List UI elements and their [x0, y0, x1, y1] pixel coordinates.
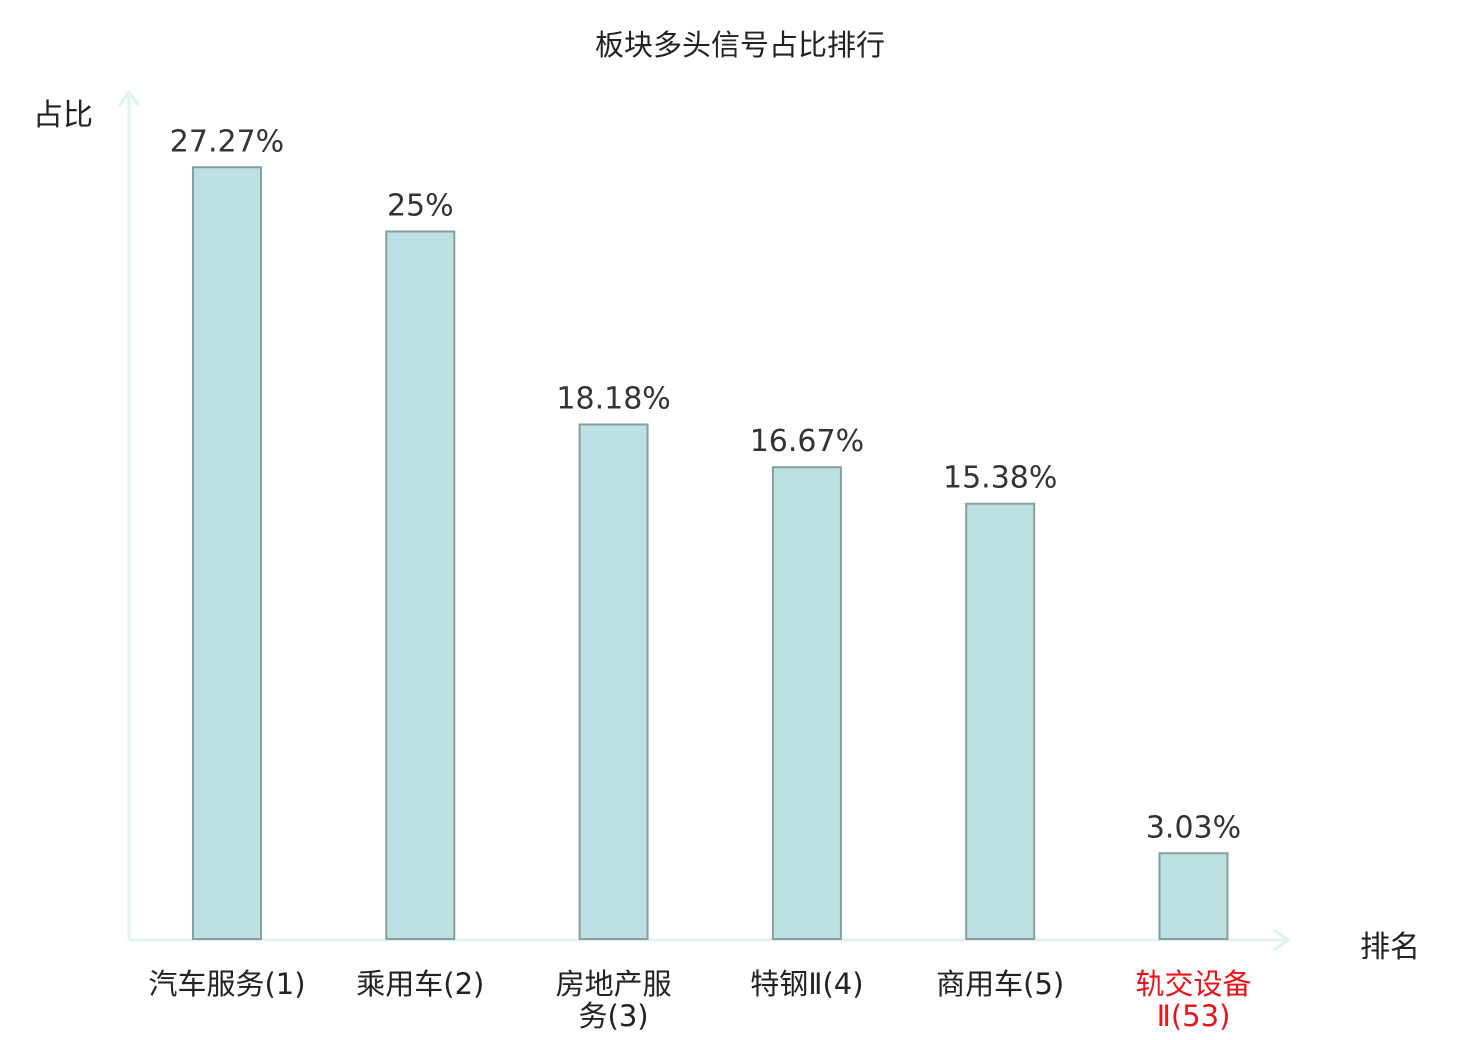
- bar-6: [1158, 852, 1229, 940]
- y-axis-arrow: [117, 89, 141, 107]
- y-axis-label: 占比: [33, 98, 93, 133]
- x-axis-arrow: [1273, 928, 1291, 952]
- x-tick-label-2: 乘用车(2): [356, 967, 484, 1001]
- bar-2: [385, 230, 456, 940]
- x-tick-label-3-line-1: 房地产服: [556, 967, 672, 1001]
- data-label-5: 15.38%: [943, 461, 1057, 496]
- x-tick-label-6-line-2: Ⅱ(53): [1157, 999, 1231, 1033]
- x-tick-label-6-line-1: 轨交设备: [1135, 967, 1251, 1001]
- bar-1: [192, 166, 262, 941]
- x-axis-label: 排名: [1360, 930, 1420, 965]
- bar-3: [578, 423, 649, 941]
- data-label-6: 3.03%: [1146, 810, 1241, 845]
- data-label-2: 25%: [387, 189, 454, 224]
- data-label-1: 27.27%: [170, 124, 284, 159]
- x-tick-label-3-line-2: 务(3): [579, 999, 649, 1033]
- x-tick-label-1: 汽车服务(1): [148, 967, 305, 1001]
- x-tick-label-5: 商用车(5): [936, 967, 1064, 1001]
- data-label-3: 18.18%: [556, 382, 670, 417]
- x-tick-label-4: 特钢Ⅱ(4): [750, 967, 863, 1001]
- data-label-4: 16.67%: [750, 424, 864, 459]
- bar-5: [965, 502, 1036, 940]
- bar-4: [771, 466, 842, 940]
- chart-title: 板块多头信号占比排行: [594, 28, 885, 62]
